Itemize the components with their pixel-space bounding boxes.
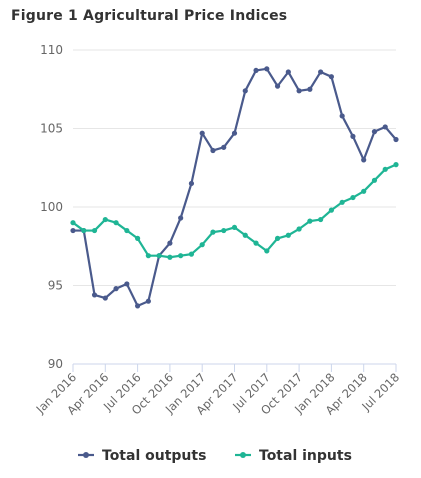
data-point[interactable] — [102, 295, 108, 301]
data-point[interactable] — [285, 69, 291, 75]
data-point[interactable] — [145, 298, 151, 304]
legend-label: Total inputs — [259, 448, 352, 464]
data-point[interactable] — [350, 194, 356, 201]
data-point[interactable] — [102, 216, 108, 223]
legend-label: Total outputs — [102, 448, 206, 464]
data-point[interactable] — [221, 227, 227, 234]
data-point[interactable] — [124, 227, 130, 234]
data-point[interactable] — [156, 253, 162, 259]
data-point[interactable] — [113, 286, 119, 292]
data-point[interactable] — [167, 254, 173, 260]
data-point[interactable] — [350, 133, 356, 139]
data-point[interactable] — [253, 240, 259, 246]
legend-swatch-marker — [240, 452, 246, 458]
y-tick-label: 95 — [48, 279, 63, 293]
data-point[interactable] — [188, 251, 195, 257]
data-point[interactable] — [178, 253, 184, 259]
y-tick-label: 90 — [48, 357, 63, 371]
data-point[interactable] — [296, 226, 302, 232]
y-tick-label: 110 — [40, 43, 63, 57]
series-lines — [70, 66, 399, 309]
data-point[interactable] — [178, 215, 184, 221]
data-point[interactable] — [318, 69, 324, 75]
gridlines — [73, 49, 396, 365]
series-total-inputs — [70, 162, 399, 260]
data-point[interactable] — [188, 180, 195, 187]
data-point[interactable] — [307, 86, 313, 92]
data-point[interactable] — [296, 88, 302, 94]
data-point[interactable] — [242, 232, 248, 238]
legend-item-total-outputs[interactable]: Total outputs — [78, 448, 206, 464]
data-point[interactable] — [339, 199, 345, 205]
data-point[interactable] — [210, 229, 216, 235]
data-point[interactable] — [382, 124, 388, 130]
data-point[interactable] — [231, 224, 238, 231]
data-point[interactable] — [339, 113, 345, 119]
data-point[interactable] — [307, 218, 313, 224]
data-point[interactable] — [135, 303, 141, 309]
data-point[interactable] — [167, 240, 173, 246]
y-tick-label: 100 — [40, 200, 63, 214]
data-point[interactable] — [221, 144, 227, 150]
data-point[interactable] — [382, 166, 388, 172]
data-point[interactable] — [393, 162, 399, 168]
legend-swatch-marker — [83, 452, 89, 458]
legend[interactable]: Total outputs Total inputs — [78, 448, 352, 464]
data-point[interactable] — [328, 207, 334, 213]
data-point[interactable] — [274, 83, 281, 89]
data-point[interactable] — [264, 248, 270, 254]
data-point[interactable] — [264, 66, 270, 72]
data-point[interactable] — [253, 67, 259, 74]
data-point[interactable] — [371, 129, 378, 135]
data-point[interactable] — [328, 74, 334, 80]
legend-item-total-inputs[interactable]: Total inputs — [235, 448, 352, 464]
data-point[interactable] — [113, 220, 119, 226]
data-point[interactable] — [231, 130, 238, 136]
data-point[interactable] — [135, 235, 141, 241]
series-line — [71, 163, 398, 259]
data-point[interactable] — [91, 292, 98, 298]
data-point[interactable] — [145, 253, 151, 259]
data-point[interactable] — [210, 147, 216, 154]
data-point[interactable] — [199, 242, 205, 248]
series-total-outputs — [70, 66, 399, 309]
data-point[interactable] — [81, 227, 87, 234]
data-point[interactable] — [70, 227, 76, 234]
data-point[interactable] — [285, 232, 291, 238]
chart-title: Figure 1 Agricultural Price Indices — [11, 8, 288, 24]
data-point[interactable] — [371, 177, 378, 183]
data-point[interactable] — [199, 130, 205, 136]
data-point[interactable] — [393, 136, 399, 143]
data-point[interactable] — [242, 88, 248, 94]
data-point[interactable] — [70, 220, 76, 226]
y-tick-label: 105 — [40, 122, 63, 136]
data-point[interactable] — [361, 188, 367, 194]
data-point[interactable] — [124, 281, 130, 287]
series-line — [71, 67, 398, 308]
data-point[interactable] — [361, 157, 367, 163]
data-point[interactable] — [91, 227, 98, 234]
y-axis: 90 95 100 105 110 — [40, 43, 63, 371]
data-point[interactable] — [318, 216, 324, 223]
data-point[interactable] — [274, 235, 281, 241]
